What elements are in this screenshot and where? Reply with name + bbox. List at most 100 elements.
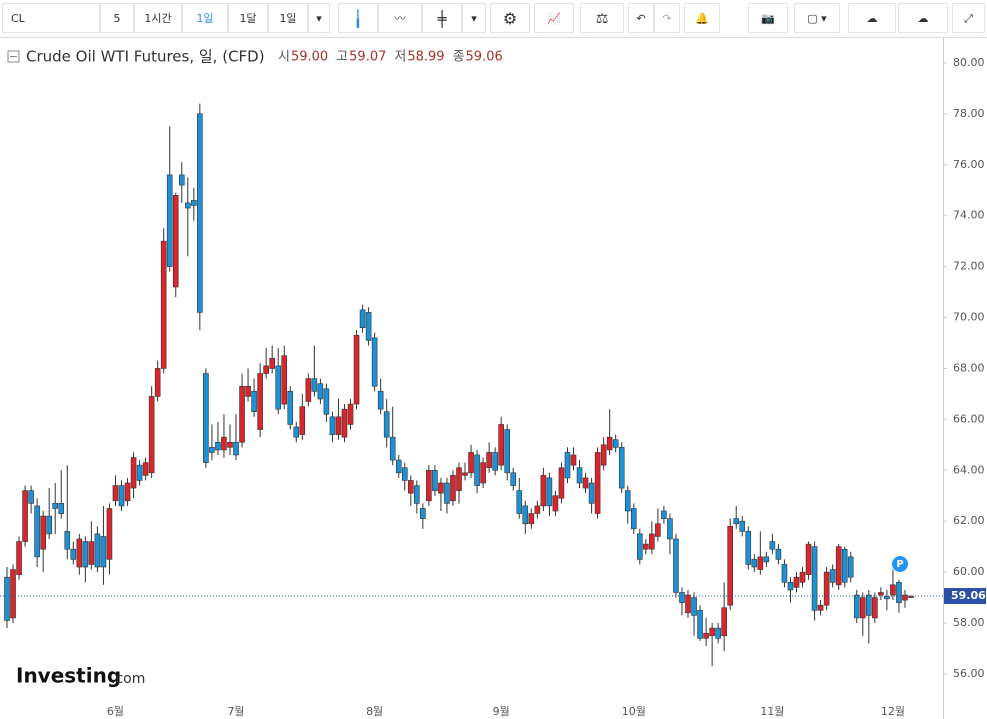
candle-body: [588, 482, 595, 504]
candle-body: [679, 592, 685, 603]
last-price-tag: [944, 588, 986, 605]
candle-body: [636, 533, 643, 560]
candle-body: [46, 515, 52, 535]
candle-body: [22, 490, 28, 542]
candle-body: [853, 594, 860, 619]
candle-body: [835, 546, 842, 586]
y-tick-label: 78.00: [953, 107, 985, 120]
candle-body: [185, 202, 191, 209]
candle-body: [841, 548, 848, 583]
dropdown[interactable]: ▾: [308, 3, 330, 33]
interval-button[interactable]: 1일: [268, 3, 308, 33]
candle-body: [727, 525, 734, 606]
undo-icon[interactable]: ↶: [628, 3, 654, 33]
legend-label: 시: [278, 50, 290, 65]
candle-body: [221, 436, 227, 451]
alert-icon[interactable]: 🔔: [684, 3, 720, 33]
candle-body: [287, 391, 294, 425]
dropdown[interactable]: ▾: [462, 3, 486, 33]
candle-body: [70, 548, 77, 560]
candle-body: [908, 595, 914, 598]
interval-button[interactable]: 1일: [182, 3, 228, 33]
interval-button[interactable]: 1달: [228, 3, 268, 33]
candle-body: [733, 518, 740, 525]
candle-body: [691, 597, 697, 616]
candle-body: [94, 533, 101, 568]
candle-body: [522, 505, 529, 525]
camera-icon[interactable]: 📷: [748, 3, 788, 33]
candle-body: [878, 592, 884, 596]
compare-icon[interactable]: ⚖: [580, 3, 624, 33]
interval-button[interactable]: 1시간: [134, 3, 182, 33]
symbol-input[interactable]: CL: [2, 3, 100, 33]
legend-value: 59.07: [349, 50, 386, 65]
candle-body: [781, 564, 788, 583]
candle-body: [582, 477, 589, 489]
candle-body: [239, 385, 245, 443]
candle-body: [534, 505, 541, 514]
candle-body: [426, 469, 432, 502]
candle-body: [52, 503, 59, 509]
candle-body: [546, 477, 553, 507]
candle-body: [142, 462, 149, 476]
bar-icon[interactable]: ╪: [422, 3, 462, 33]
candle-body: [160, 240, 167, 369]
candle-body: [281, 355, 288, 405]
candle-body: [251, 391, 257, 413]
candle-body: [492, 452, 498, 471]
legend-label: 고: [336, 50, 348, 65]
candle-body: [643, 543, 649, 550]
candle-icon[interactable]: ╽: [338, 3, 378, 33]
chart-title: Crude Oil WTI Futures, 일, (CFD): [26, 48, 265, 66]
candle-body: [787, 581, 794, 591]
y-tick-label: 56.00: [953, 667, 985, 680]
candle-body: [558, 467, 565, 499]
candle-body: [377, 391, 384, 410]
candle-body: [4, 576, 10, 621]
plot-area: [0, 38, 943, 719]
candle-body: [480, 462, 486, 484]
candle-body: [209, 447, 215, 453]
candle-body: [649, 533, 655, 550]
candle-body: [34, 505, 40, 558]
candle-body: [516, 490, 523, 514]
x-tick-label: 8월: [366, 705, 383, 718]
line-icon[interactable]: 〰: [378, 3, 422, 33]
brand-suffix: .com: [111, 671, 145, 687]
candle-body: [432, 469, 438, 491]
candle-body: [118, 485, 125, 507]
candle-body: [703, 632, 709, 639]
interval-button[interactable]: 5: [100, 3, 134, 33]
candle-body: [576, 467, 583, 484]
template-icon[interactable]: ▢ ▾: [794, 3, 840, 33]
candle-body: [444, 482, 450, 504]
fullscreen-icon[interactable]: ⤢: [952, 3, 985, 33]
candle-body: [305, 378, 312, 402]
load-icon[interactable]: ☁: [848, 3, 896, 33]
candle-body: [805, 543, 812, 575]
candle-body: [667, 518, 673, 540]
y-tick-label: 72.00: [953, 260, 985, 273]
candle-body: [365, 312, 372, 341]
candle-body: [823, 571, 830, 606]
candle-body: [486, 452, 492, 469]
settings-icon[interactable]: ⚙: [490, 3, 530, 33]
x-tick-label: 9월: [493, 705, 510, 718]
candle-body: [106, 508, 113, 560]
save-icon[interactable]: ☁: [898, 3, 948, 33]
candle-body: [407, 480, 414, 494]
redo-icon[interactable]: ↷: [654, 3, 680, 33]
candle-body: [612, 439, 619, 448]
x-tick-label: 10월: [622, 705, 646, 718]
candle-body: [618, 447, 625, 489]
candle-body: [215, 441, 221, 451]
candle-body: [829, 569, 836, 583]
candle-body: [82, 541, 89, 568]
indicator-icon[interactable]: 📈: [534, 3, 574, 33]
legend-value: 59.00: [291, 50, 328, 65]
candle-body: [347, 403, 354, 425]
y-tick-label: 80.00: [953, 56, 985, 69]
candle-body: [510, 472, 517, 486]
candle-body: [661, 510, 667, 519]
